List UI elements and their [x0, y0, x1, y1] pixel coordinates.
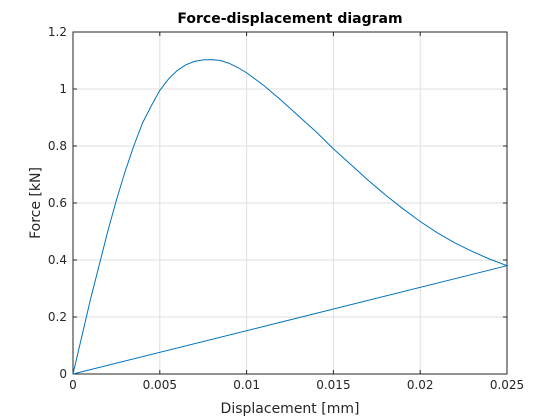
x-axis-label: Displacement [mm]: [221, 401, 360, 417]
x-tick-labels: 0 0.005 0.01 0.015 0.02 0.025: [69, 378, 524, 392]
y-tick-label: 0.4: [48, 253, 67, 267]
y-axis-label: Force [kN]: [28, 167, 44, 239]
series-line: [72, 59, 509, 375]
x-tick-label: 0.015: [316, 378, 350, 392]
y-tick-label: 0: [59, 367, 67, 381]
y-tick-label: 0.8: [48, 139, 67, 153]
x-tick-label: 0.02: [407, 378, 434, 392]
y-tick-labels: 0 0.2 0.4 0.6 0.8 1 1.2: [48, 25, 67, 381]
y-tick-label: 1.2: [48, 25, 67, 39]
grid: [73, 32, 507, 374]
y-tick-label: 1: [59, 82, 67, 96]
x-tick-label: 0.025: [490, 378, 524, 392]
chart-title: Force-displacement diagram: [177, 11, 402, 27]
x-tick-label: 0.01: [233, 378, 260, 392]
y-tick-label: 0.2: [48, 310, 67, 324]
x-tick-label: 0.005: [143, 378, 177, 392]
y-tick-label: 0.6: [48, 196, 67, 210]
x-tick-label: 0: [69, 378, 77, 392]
